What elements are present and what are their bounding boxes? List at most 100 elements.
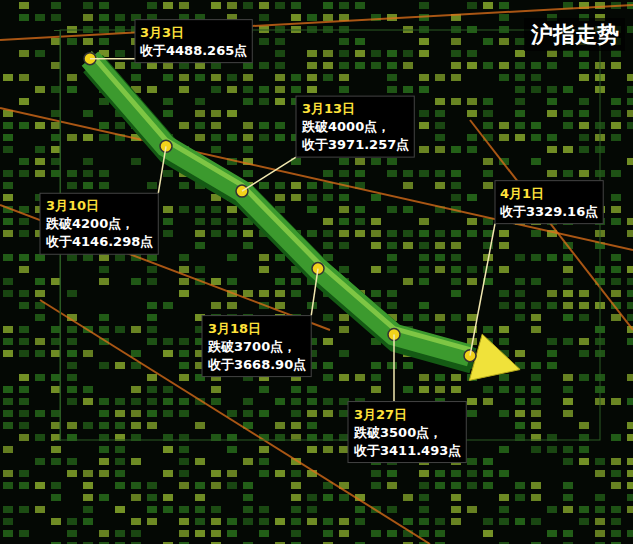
label-box: 3月10日跌破4200点，收于4146.298点 bbox=[40, 193, 158, 254]
pattern-cell bbox=[355, 38, 365, 45]
pattern-cell bbox=[483, 398, 493, 405]
pattern-cell bbox=[195, 482, 205, 489]
pattern-cell bbox=[195, 122, 205, 129]
pattern-cell bbox=[83, 134, 93, 141]
pattern-cell bbox=[435, 374, 445, 381]
date-label: 3月27日 bbox=[354, 407, 407, 422]
data-label: 收于3971.257点 bbox=[302, 137, 409, 152]
pattern-cell bbox=[115, 446, 125, 453]
pattern-cell bbox=[547, 50, 557, 57]
pattern-cell bbox=[19, 338, 29, 345]
pattern-cell bbox=[259, 14, 269, 21]
pattern-cell bbox=[451, 98, 461, 105]
pattern-cell bbox=[451, 470, 461, 477]
pattern-cell bbox=[451, 518, 461, 525]
pattern-cell bbox=[3, 290, 13, 297]
pattern-cell bbox=[259, 182, 269, 189]
pattern-cell bbox=[435, 170, 445, 177]
pattern-cell bbox=[451, 266, 461, 273]
pattern-cell bbox=[19, 50, 29, 57]
pattern-cell bbox=[563, 302, 573, 309]
pattern-cell bbox=[131, 278, 141, 285]
pattern-cell bbox=[3, 170, 13, 177]
pattern-cell bbox=[211, 134, 221, 141]
pattern-cell bbox=[19, 98, 29, 105]
annotation: 跌破4000点， bbox=[301, 119, 390, 134]
pattern-cell bbox=[403, 206, 413, 213]
pattern-cell bbox=[579, 134, 589, 141]
pattern-cell bbox=[115, 122, 125, 129]
decor-line bbox=[0, 108, 633, 250]
pattern-cell bbox=[435, 542, 445, 544]
data-label: 收于4488.265点 bbox=[140, 43, 247, 58]
pattern-cell bbox=[99, 38, 109, 45]
pattern-cell bbox=[387, 86, 397, 93]
pattern-cell bbox=[67, 326, 77, 333]
pattern-cell bbox=[403, 386, 413, 393]
pattern-cell bbox=[195, 218, 205, 225]
pattern-cell bbox=[627, 302, 633, 309]
pattern-cell bbox=[387, 290, 397, 297]
pattern-cell bbox=[563, 410, 573, 417]
pattern-cell bbox=[3, 338, 13, 345]
pattern-cell bbox=[291, 422, 301, 429]
pattern-cell bbox=[211, 482, 221, 489]
pattern-cell bbox=[275, 518, 285, 525]
pattern-cell bbox=[403, 170, 413, 177]
pattern-cell bbox=[515, 254, 525, 261]
pattern-cell bbox=[211, 518, 221, 525]
pattern-cell bbox=[419, 386, 429, 393]
pattern-cell bbox=[579, 98, 589, 105]
pattern-cell bbox=[547, 302, 557, 309]
pattern-cell bbox=[19, 374, 29, 381]
pattern-cell bbox=[611, 506, 621, 513]
pattern-cell bbox=[531, 374, 541, 381]
pattern-cell bbox=[451, 278, 461, 285]
pattern-cell bbox=[291, 14, 301, 21]
pattern-cell bbox=[547, 98, 557, 105]
pattern-cell bbox=[547, 86, 557, 93]
pattern-cell bbox=[323, 410, 333, 417]
pattern-cell bbox=[531, 230, 541, 237]
pattern-cell bbox=[579, 374, 589, 381]
pattern-cell bbox=[291, 410, 301, 417]
pattern-cell bbox=[275, 50, 285, 57]
pattern-cell bbox=[259, 530, 269, 537]
pattern-cell bbox=[243, 98, 253, 105]
pattern-cell bbox=[563, 278, 573, 285]
pattern-cell bbox=[387, 230, 397, 237]
label-box: 4月1日收于3329.16点 bbox=[495, 181, 603, 224]
pattern-cell bbox=[451, 494, 461, 501]
pattern-cell bbox=[115, 14, 125, 21]
pattern-cell bbox=[547, 338, 557, 345]
pattern-cell bbox=[115, 62, 125, 69]
pattern-cell bbox=[291, 2, 301, 9]
pattern-cell bbox=[339, 62, 349, 69]
pattern-cell bbox=[147, 254, 157, 261]
pattern-cell bbox=[451, 254, 461, 261]
data-label: 收于3329.16点 bbox=[500, 204, 598, 219]
pattern-cell bbox=[531, 518, 541, 525]
pattern-cell bbox=[243, 230, 253, 237]
pattern-cell bbox=[195, 518, 205, 525]
pattern-cell bbox=[179, 470, 189, 477]
pattern-cell bbox=[259, 290, 269, 297]
pattern-cell bbox=[515, 50, 525, 57]
label-background bbox=[296, 96, 414, 157]
pattern-cell bbox=[99, 422, 109, 429]
pattern-cell bbox=[547, 290, 557, 297]
pattern-cell bbox=[195, 530, 205, 537]
pattern-cell bbox=[547, 446, 557, 453]
pattern-cell bbox=[467, 470, 477, 477]
pattern-cell bbox=[579, 146, 589, 153]
pattern-cell bbox=[259, 410, 269, 417]
pattern-cell bbox=[547, 350, 557, 357]
pattern-cell bbox=[291, 194, 301, 201]
pattern-cell bbox=[563, 86, 573, 93]
pattern-cell bbox=[547, 530, 557, 537]
pattern-cell bbox=[291, 386, 301, 393]
pattern-cell bbox=[499, 338, 509, 345]
pattern-cell bbox=[35, 506, 45, 513]
pattern-cell bbox=[419, 2, 429, 9]
pattern-cell bbox=[275, 290, 285, 297]
